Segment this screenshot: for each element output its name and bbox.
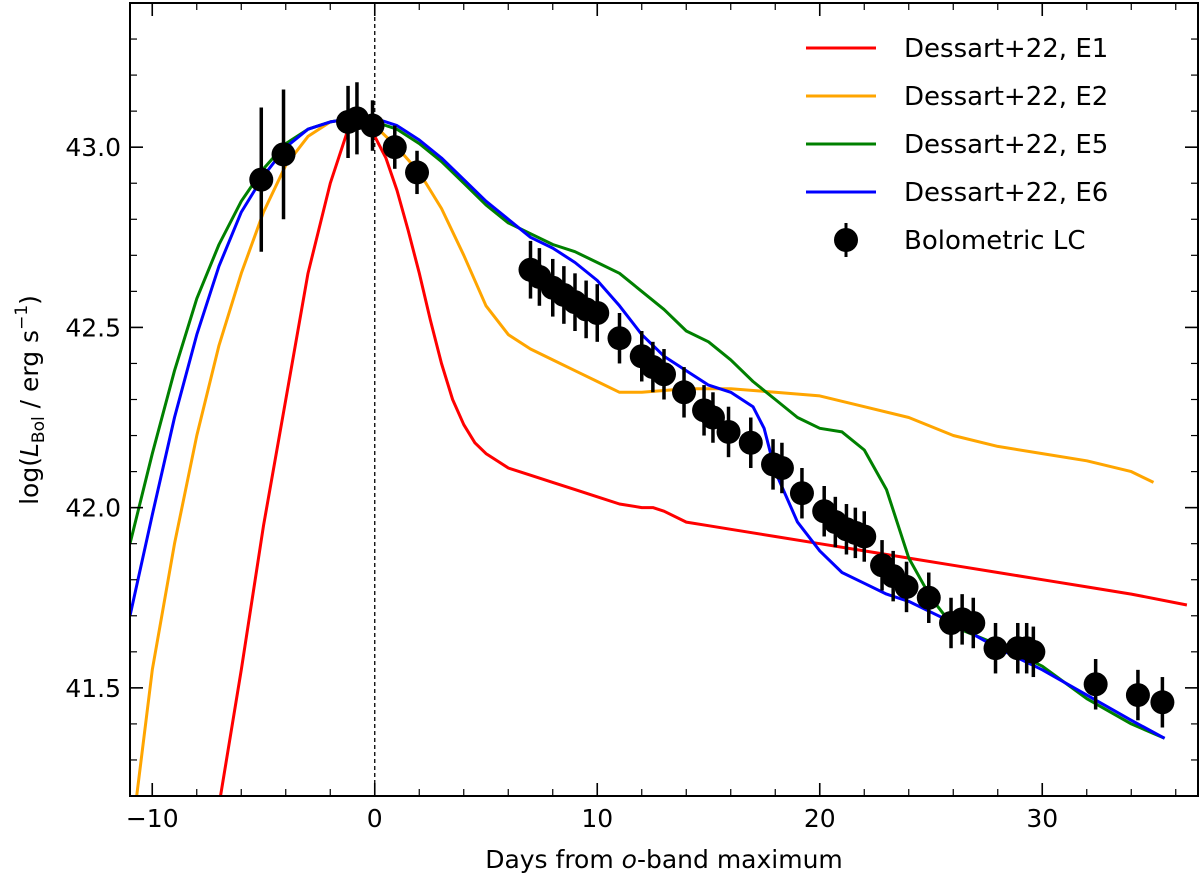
legend-label-3: Dessart+22, E5 (904, 130, 1108, 160)
data-point-6 (382, 135, 407, 160)
y-tick-label: 41.5 (65, 674, 121, 703)
legend-label-1: Dessart+22, E1 (904, 34, 1108, 64)
data-point-43 (1083, 672, 1108, 697)
data-point-21 (700, 405, 725, 430)
data-point-19 (672, 380, 697, 405)
data-point-26 (789, 481, 814, 506)
data-point-5 (360, 113, 385, 138)
data-point-35 (916, 585, 941, 610)
x-tick-label: 10 (581, 804, 613, 833)
x-tick-label: 20 (804, 804, 836, 833)
plot-area (130, 3, 1188, 796)
legend-label-2: Dessart+22, E2 (904, 82, 1108, 112)
data-point-7 (405, 160, 430, 185)
y-tick-label: 43.0 (65, 133, 121, 162)
legend-point-swatch (834, 228, 858, 252)
x-axis-label: Days from o-band maximum (485, 845, 843, 874)
data-point-31 (852, 524, 877, 549)
data-point-18 (652, 362, 676, 387)
legend-label-points: Bolometric LC (904, 226, 1086, 256)
data-point-34 (894, 574, 919, 599)
data-point-25 (769, 455, 794, 480)
y-tick-label: 42.5 (65, 313, 121, 342)
x-tick-label: 30 (1026, 804, 1058, 833)
data-point-42 (1021, 639, 1046, 664)
y-tick-label: 42.0 (65, 494, 121, 523)
data-point-44 (1125, 683, 1150, 708)
y-axis-label: log(LBol / erg s−1) (12, 295, 49, 505)
legend: Dessart+22, E1 Dessart+22, E2 Dessart+22, … (806, 34, 1108, 257)
data-point-14 (585, 300, 610, 325)
data-point-39 (983, 636, 1008, 661)
data-point-2 (271, 142, 296, 167)
ticks: −10 0 10 20 30 41.5 42.0 42.5 43.0 (65, 2, 1198, 833)
data-point-15 (607, 326, 632, 351)
x-tick-label: −10 (126, 804, 179, 833)
data-point-1 (249, 167, 274, 192)
x-tick-label: 0 (367, 804, 383, 833)
legend-label-4: Dessart+22, E6 (904, 178, 1108, 208)
data-point-38 (961, 610, 986, 635)
data-point-23 (738, 430, 763, 455)
data-point-45 (1150, 690, 1175, 715)
data-point-22 (716, 419, 741, 444)
